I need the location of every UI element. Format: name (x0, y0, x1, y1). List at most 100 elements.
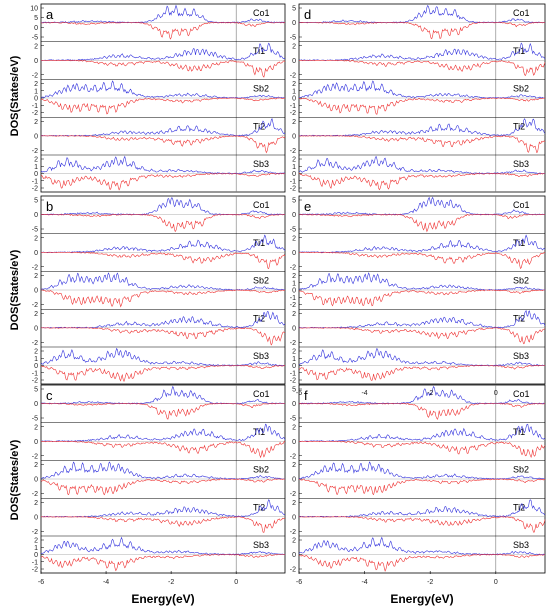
spin-down-curve (40, 22, 286, 40)
y-tick-label: 2 (292, 424, 296, 431)
y-tick-label: -5 (32, 227, 38, 234)
y-tick-label: 10 (30, 6, 38, 13)
spin-up-curve (299, 118, 546, 137)
top-x-tick-label: -2 (427, 390, 433, 397)
y-tick-label: -5 (290, 35, 296, 42)
subplot-sb2: Sb2 2 0 -2 (32, 460, 286, 498)
spin-down-curve (298, 403, 545, 420)
element-label: Ti1 (513, 46, 525, 56)
y-tick-label: 0 (34, 171, 38, 178)
element-label: Ti1 (253, 46, 265, 56)
x-tick-label: -2 (427, 579, 433, 586)
y-tick-label: 2 (34, 81, 38, 88)
spin-down-curve (298, 173, 545, 191)
spin-down-curve (40, 440, 286, 459)
spin-down-curve (298, 289, 545, 307)
spin-down-curve (298, 554, 545, 572)
y-tick-label: -2 (32, 378, 38, 385)
y-axis-label: DOS(States/eV) (9, 249, 21, 330)
y-tick-label: 0 (292, 20, 296, 27)
y-tick-label: 0 (292, 171, 296, 178)
y-tick-label: 0 (34, 325, 38, 332)
spin-up-curve (298, 272, 546, 291)
y-tick-label: 0 (292, 477, 296, 484)
y-tick-label: 0 (34, 439, 38, 446)
spin-up-curve (299, 385, 545, 404)
spin-up-curve (41, 423, 286, 442)
subplot-sb3: Sb3 210-1-2 (290, 346, 546, 385)
y-tick-label: 2 (292, 538, 296, 545)
y-tick-label: 0 (292, 288, 296, 295)
y-tick-label: 0 (34, 25, 38, 32)
y-tick-label: 1 (34, 356, 38, 363)
x-tick-label: -6 (296, 579, 302, 586)
y-tick-label: 2 (34, 235, 38, 242)
y-tick-label: 5 (292, 6, 296, 13)
top-x-tick-label: -4 (361, 390, 367, 397)
element-label: Sb2 (513, 84, 529, 94)
y-tick-label: 5 (34, 15, 38, 22)
y-tick-label: -1 (32, 103, 38, 110)
spin-up-curve (40, 536, 285, 555)
y-tick-label: 2 (34, 157, 38, 164)
y-tick-label: 0 (292, 212, 296, 219)
spin-up-curve (298, 499, 546, 518)
y-tick-label: 2 (34, 500, 38, 507)
subplot-ti2: Ti2 2 0 -2 (290, 497, 546, 536)
y-tick-label: 2 (292, 500, 296, 507)
y-tick-label: 0 (34, 288, 38, 295)
subplot-ti2: Ti2 2 0 -2 (290, 116, 546, 155)
y-tick-label: 1 (292, 164, 296, 171)
top-x-tick-label: 0 (494, 390, 498, 397)
y-tick-label: -2 (290, 453, 296, 460)
element-label: Co1 (253, 389, 270, 399)
y-tick-label: -2 (32, 453, 38, 460)
element-label: Sb3 (253, 159, 269, 169)
panel-e: e Co150-5Ti120-2Sb2210-1-2Ti220-2Sb3210-1… (290, 195, 546, 385)
panel-f: f Co1 5 0 -5 Ti1 2 0 -2 Sb2 2 0 -2 Ti2 2 0 -2 Sb3 2 0 -2 -6 -4… (290, 384, 546, 574)
y-tick-label: 2 (34, 462, 38, 469)
panel-label: d (304, 7, 311, 22)
spin-up-curve (41, 499, 286, 518)
element-label: Co1 (513, 200, 530, 210)
y-tick-label: 1 (292, 356, 296, 363)
spin-up-curve (298, 80, 546, 99)
y-tick-label: 2 (34, 538, 38, 545)
spin-down-curve (299, 440, 546, 459)
y-tick-label: -2 (32, 72, 38, 79)
y-tick-label: -2 (290, 567, 296, 574)
y-tick-label: 0 (34, 96, 38, 103)
x-tick-label: -4 (361, 579, 367, 586)
element-label: Ti2 (513, 313, 525, 323)
y-tick-label: 2 (34, 273, 38, 280)
y-tick-label: 2 (292, 119, 296, 126)
x-axis-label: Energy(eV) (131, 592, 194, 606)
subplot-ti2: Ti2 2 0 -2 (32, 116, 286, 155)
spin-down-curve (299, 214, 546, 233)
y-tick-label: -5 (32, 416, 38, 423)
y-tick-label: 0 (34, 250, 38, 257)
x-tick-label: -2 (168, 579, 174, 586)
element-label: Sb2 (513, 465, 529, 475)
spin-down-curve (41, 365, 286, 383)
y-tick-label: 5 (34, 387, 38, 394)
element-label: Sb2 (253, 465, 269, 475)
spin-down-curve (299, 516, 546, 533)
spin-up-curve (40, 461, 285, 480)
y-tick-label: 1 (34, 88, 38, 95)
y-tick-label: 2 (292, 462, 296, 469)
spin-up-curve (298, 42, 546, 61)
spin-down-curve (40, 214, 286, 233)
subplot-sb2: Sb2 2 0 -2 (290, 460, 546, 498)
spin-down-curve (298, 365, 546, 381)
y-tick-label: -5 (290, 416, 296, 423)
y-tick-label: -5 (32, 35, 38, 42)
y-tick-label: 2 (292, 311, 296, 318)
spin-up-curve (298, 536, 546, 555)
spin-up-curve (299, 196, 546, 215)
x-axis-label: Energy(eV) (390, 592, 453, 606)
y-tick-label: 2 (292, 349, 296, 356)
spin-up-curve (40, 385, 286, 404)
spin-up-curve (40, 155, 286, 174)
